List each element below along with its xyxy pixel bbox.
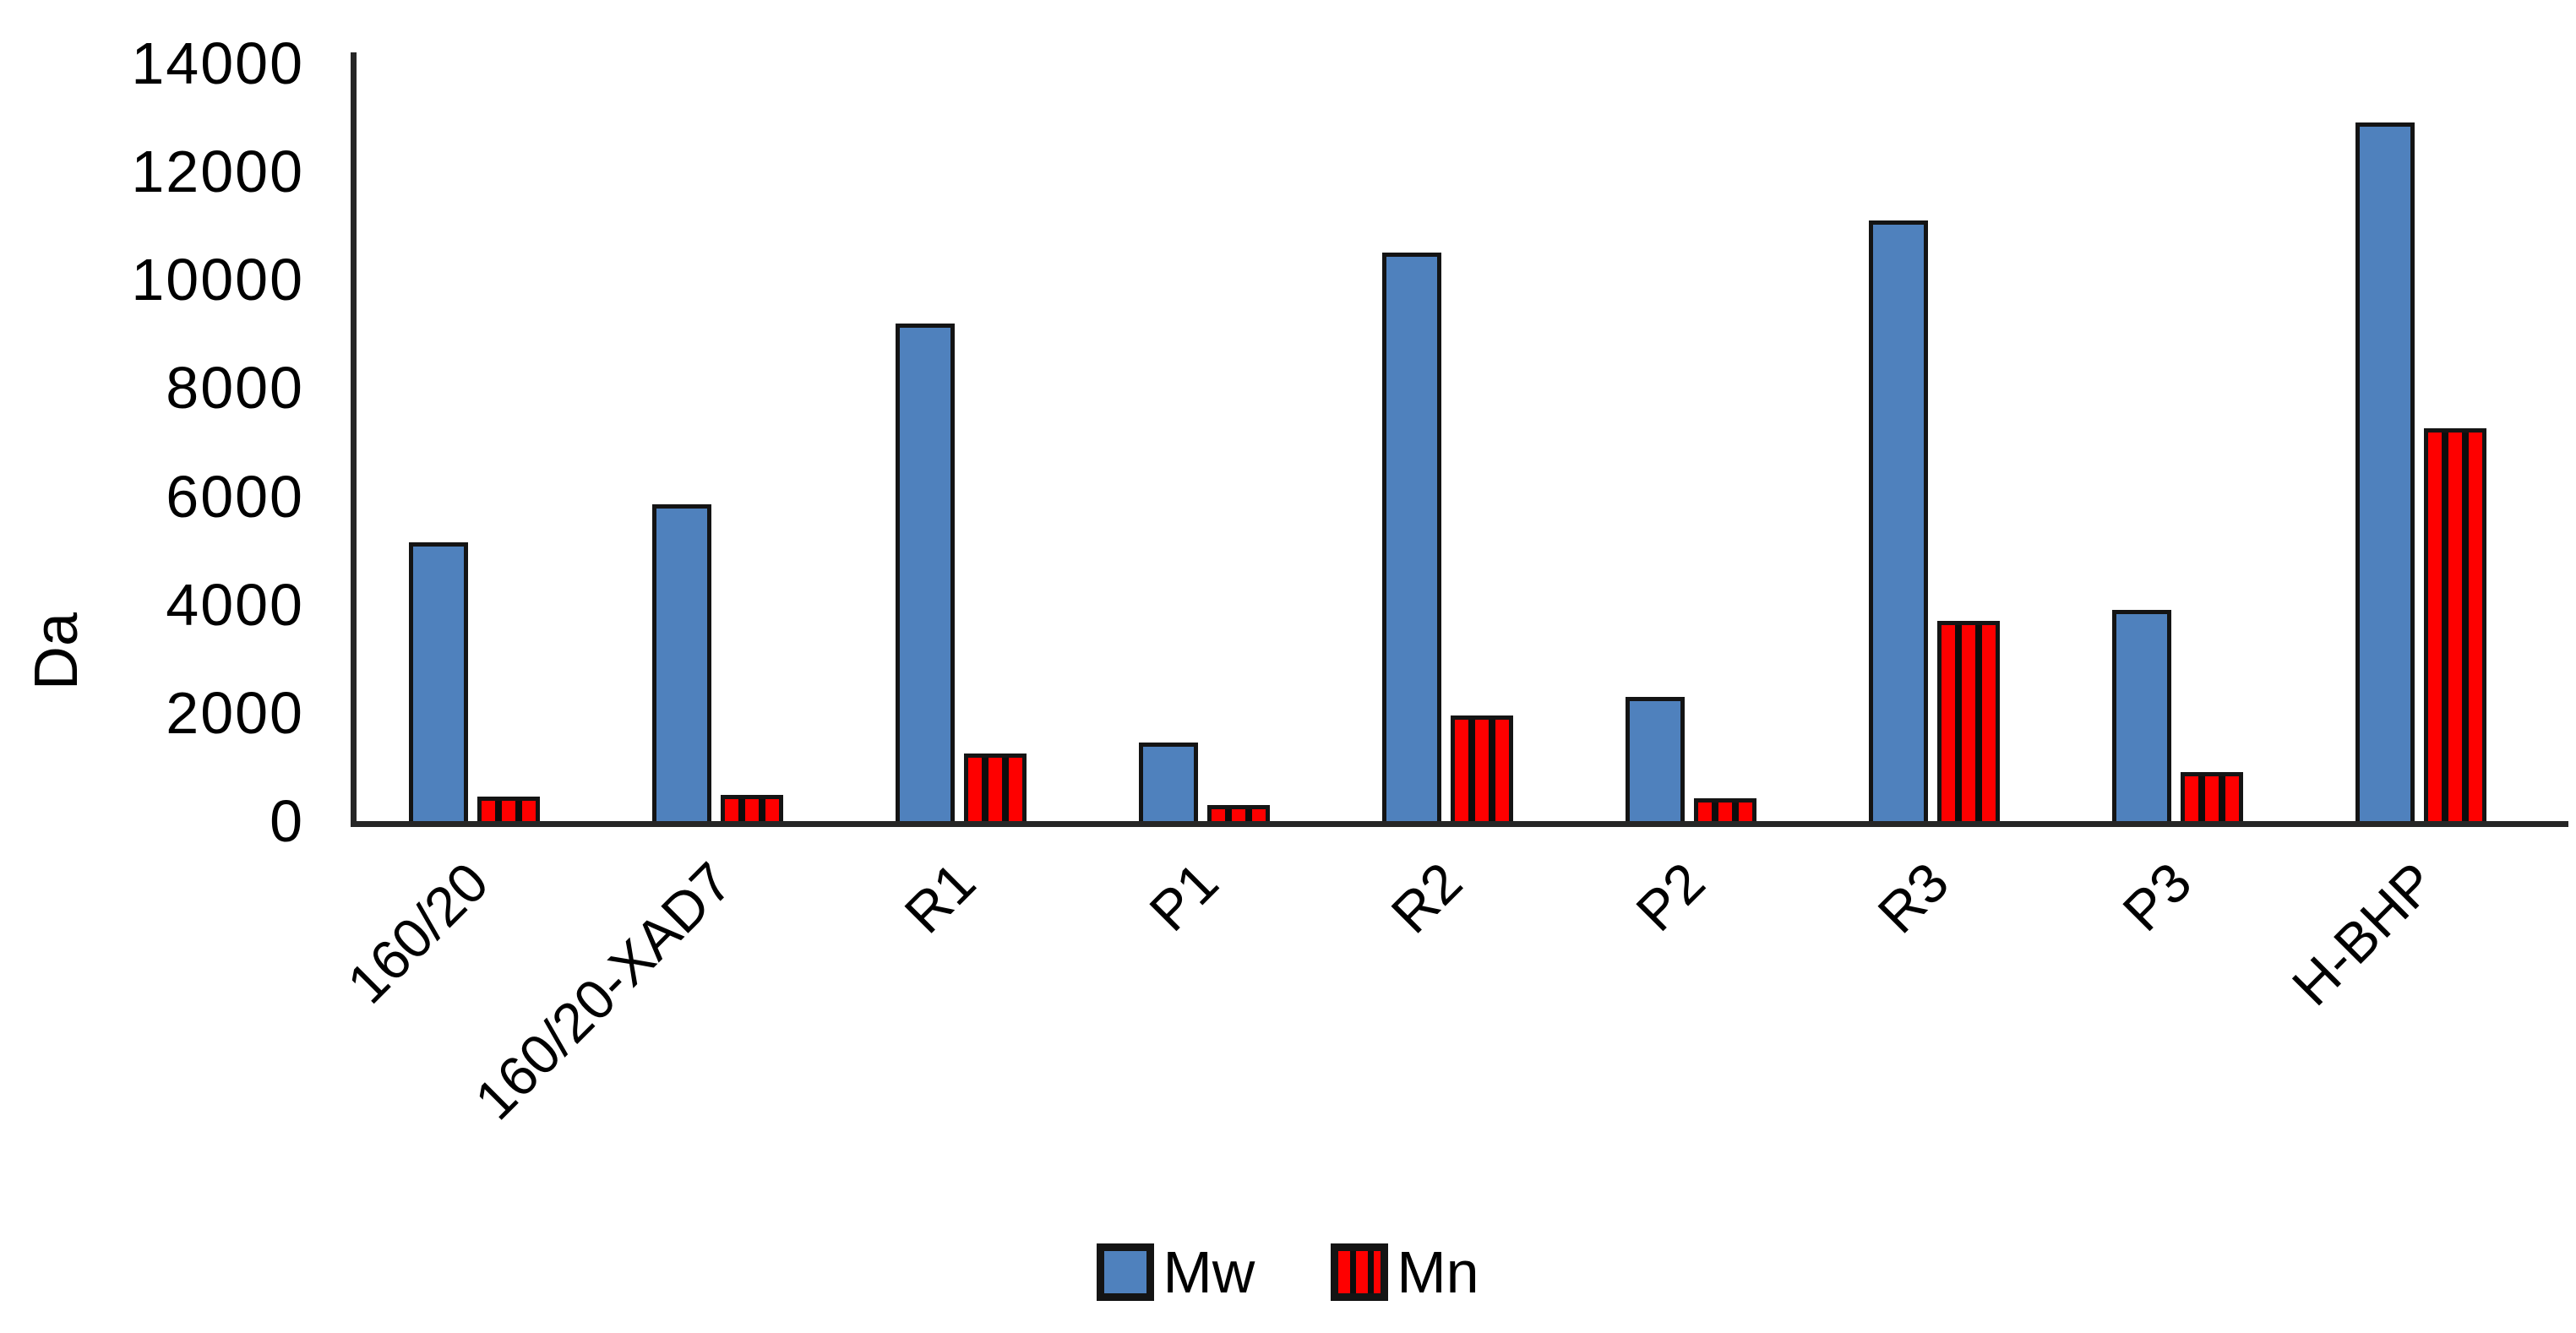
y-tick-label-4000: 4000 — [166, 571, 304, 638]
x-label-7: P3 — [2110, 850, 2203, 943]
bar-mw-1 — [652, 504, 711, 821]
y-tick-label-12000: 12000 — [131, 139, 304, 205]
x-label-5: P2 — [1624, 850, 1717, 943]
bar-mw-7 — [2112, 610, 2171, 821]
legend: Mw Mn — [0, 1240, 2576, 1304]
bar-mw-5 — [1626, 697, 1685, 821]
legend-label-mn: Mn — [1397, 1239, 1479, 1305]
bar-mw-8 — [2355, 122, 2415, 821]
x-label-0: 160/20 — [335, 850, 500, 1015]
bar-mn-1 — [721, 795, 783, 821]
y-tick-label-10000: 10000 — [131, 247, 304, 313]
y-tick-label-8000: 8000 — [166, 355, 304, 422]
legend-item-mn: Mn — [1331, 1240, 1479, 1304]
bar-mn-3 — [1207, 805, 1270, 821]
y-tick-label-2000: 2000 — [166, 679, 304, 746]
legend-swatch-mw — [1097, 1243, 1155, 1301]
legend-swatch-mn — [1331, 1243, 1389, 1301]
y-tick-label-0: 0 — [270, 788, 304, 854]
x-label-8: H-BHP — [2279, 850, 2447, 1018]
bar-mn-2 — [964, 754, 1027, 821]
legend-item-mw: Mw — [1097, 1240, 1255, 1304]
bar-mn-5 — [1694, 798, 1756, 821]
bar-mn-6 — [1937, 621, 2000, 821]
bar-mn-0 — [477, 797, 540, 821]
plot-area — [351, 63, 2568, 827]
bar-mw-6 — [1869, 220, 1928, 821]
x-label-2: R1 — [891, 850, 987, 945]
x-label-4: R2 — [1378, 850, 1473, 945]
y-axis-line-tip — [351, 52, 357, 63]
bar-mn-8 — [2424, 428, 2486, 821]
x-label-3: P1 — [1137, 850, 1230, 943]
legend-label-mw: Mw — [1163, 1239, 1255, 1305]
bar-mn-4 — [1451, 715, 1513, 821]
bar-mw-3 — [1139, 743, 1198, 821]
y-tick-label-6000: 6000 — [166, 463, 304, 530]
bar-mw-4 — [1382, 253, 1441, 821]
x-label-6: R3 — [1865, 850, 1960, 945]
bar-mw-0 — [409, 542, 468, 821]
x-label-1: 160/20-XAD7 — [462, 850, 743, 1132]
y-tick-label-14000: 14000 — [131, 30, 304, 96]
bar-mw-2 — [896, 324, 955, 821]
bar-mn-7 — [2181, 772, 2243, 821]
